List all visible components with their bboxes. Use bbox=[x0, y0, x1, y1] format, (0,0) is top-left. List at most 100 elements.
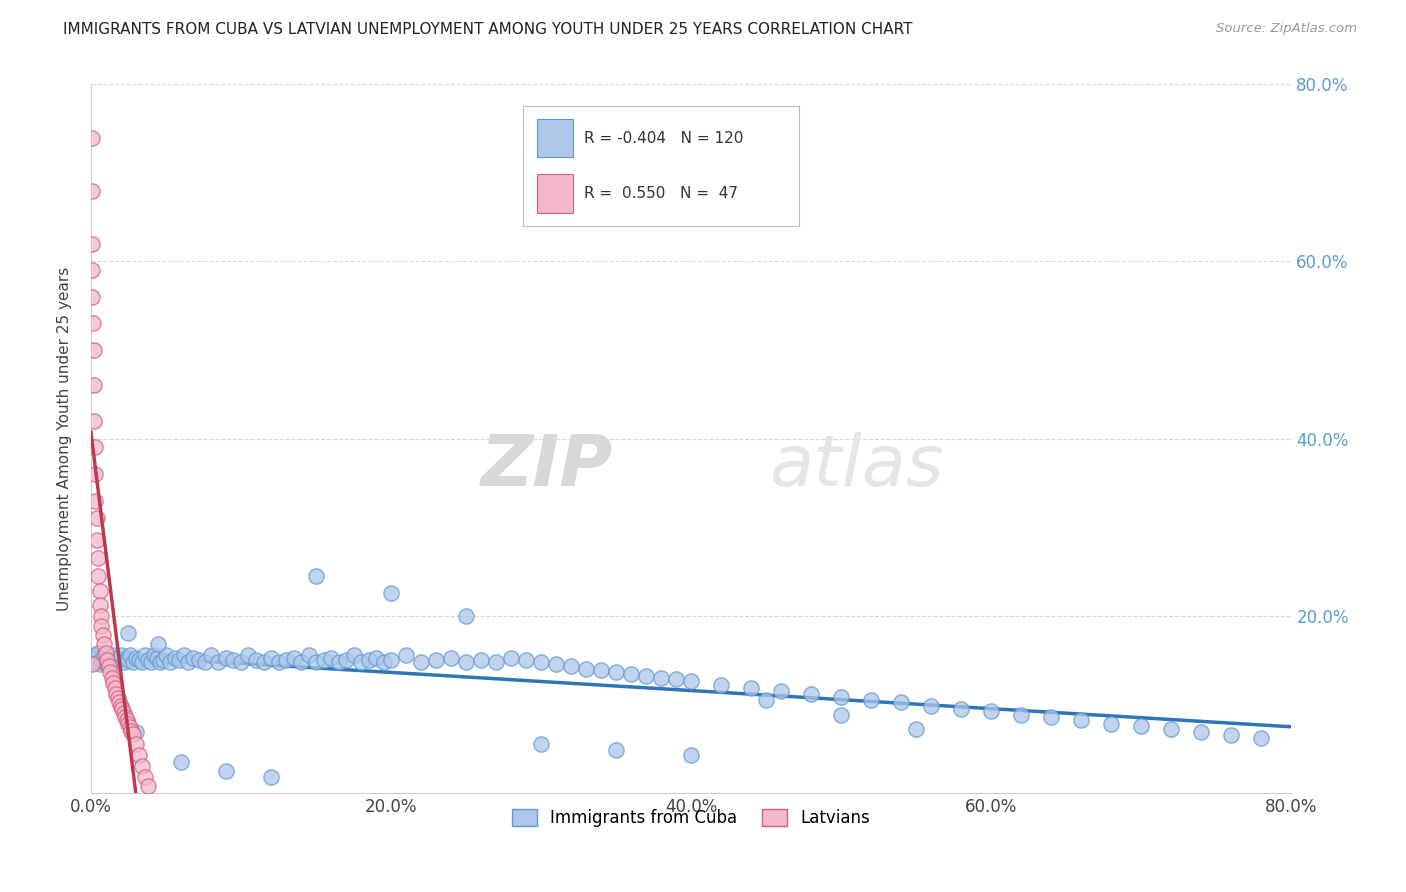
Y-axis label: Unemployment Among Youth under 25 years: Unemployment Among Youth under 25 years bbox=[58, 267, 72, 611]
Point bbox=[605, 743, 627, 757]
Point bbox=[546, 657, 568, 672]
Point bbox=[94, 646, 117, 660]
Point bbox=[395, 648, 418, 663]
Point bbox=[87, 646, 110, 660]
Point bbox=[830, 690, 852, 704]
Point bbox=[1189, 725, 1212, 739]
Point bbox=[112, 706, 135, 720]
Point bbox=[350, 655, 373, 669]
Point bbox=[86, 511, 108, 525]
Point bbox=[131, 655, 153, 669]
Point bbox=[82, 263, 104, 277]
Point bbox=[134, 648, 156, 663]
Point bbox=[575, 662, 598, 676]
Point bbox=[120, 723, 142, 738]
Point bbox=[1010, 707, 1032, 722]
Point bbox=[97, 659, 120, 673]
Point bbox=[1070, 713, 1092, 727]
Point bbox=[117, 716, 139, 731]
Point bbox=[920, 698, 942, 713]
Point bbox=[115, 651, 138, 665]
Point bbox=[260, 651, 283, 665]
Point bbox=[485, 655, 508, 669]
Point bbox=[188, 653, 211, 667]
Point bbox=[110, 698, 132, 713]
Point bbox=[1040, 710, 1063, 724]
Point bbox=[93, 637, 115, 651]
Point bbox=[82, 184, 104, 198]
Point bbox=[90, 608, 112, 623]
Point bbox=[149, 655, 172, 669]
Point bbox=[409, 655, 432, 669]
Point bbox=[980, 704, 1002, 718]
Point bbox=[305, 568, 328, 582]
Point bbox=[238, 648, 260, 663]
Point bbox=[89, 657, 111, 672]
Point bbox=[82, 236, 104, 251]
Point bbox=[115, 713, 138, 727]
Point bbox=[470, 653, 492, 667]
Point bbox=[681, 674, 703, 689]
Point bbox=[97, 651, 120, 665]
Point bbox=[122, 655, 145, 669]
Point bbox=[128, 653, 150, 667]
Text: Source: ZipAtlas.com: Source: ZipAtlas.com bbox=[1216, 22, 1357, 36]
Point bbox=[605, 665, 627, 680]
Point bbox=[125, 737, 148, 751]
Point bbox=[87, 568, 110, 582]
Point bbox=[122, 727, 145, 741]
Point bbox=[425, 653, 447, 667]
Point bbox=[125, 651, 148, 665]
Point bbox=[89, 598, 111, 612]
Point bbox=[118, 720, 141, 734]
Point bbox=[91, 628, 114, 642]
Point bbox=[364, 651, 387, 665]
Point bbox=[101, 671, 124, 685]
Point bbox=[501, 651, 523, 665]
Point bbox=[83, 648, 105, 663]
Point bbox=[290, 655, 312, 669]
Point bbox=[222, 653, 245, 667]
Point bbox=[148, 637, 170, 651]
Point bbox=[139, 655, 162, 669]
Point bbox=[591, 664, 613, 678]
Point bbox=[530, 737, 553, 751]
Point bbox=[342, 648, 364, 663]
Point bbox=[200, 648, 222, 663]
Point bbox=[86, 533, 108, 548]
Point bbox=[103, 648, 125, 663]
Point bbox=[229, 655, 252, 669]
Point bbox=[800, 686, 823, 700]
Point bbox=[83, 343, 105, 357]
Point bbox=[194, 655, 217, 669]
Point bbox=[830, 707, 852, 722]
Point bbox=[170, 755, 193, 769]
Text: ZIP: ZIP bbox=[481, 433, 613, 501]
Point bbox=[82, 317, 104, 331]
Point bbox=[100, 665, 122, 680]
Point bbox=[105, 686, 128, 700]
Point bbox=[1220, 728, 1243, 742]
Point bbox=[267, 655, 290, 669]
Point bbox=[681, 748, 703, 763]
Point bbox=[456, 655, 478, 669]
Point bbox=[245, 653, 267, 667]
Point bbox=[84, 467, 107, 481]
Text: atlas: atlas bbox=[769, 433, 943, 501]
Point bbox=[207, 655, 229, 669]
Point bbox=[1130, 719, 1153, 733]
Point bbox=[105, 655, 128, 669]
Point bbox=[515, 653, 537, 667]
Point bbox=[89, 583, 111, 598]
Point bbox=[96, 657, 118, 672]
Point bbox=[117, 653, 139, 667]
Point bbox=[305, 655, 328, 669]
Point bbox=[260, 770, 283, 784]
Point bbox=[134, 770, 156, 784]
Point bbox=[159, 655, 181, 669]
Point bbox=[181, 651, 204, 665]
Point bbox=[740, 681, 762, 696]
Point bbox=[104, 653, 127, 667]
Point bbox=[114, 709, 136, 723]
Point bbox=[373, 655, 395, 669]
